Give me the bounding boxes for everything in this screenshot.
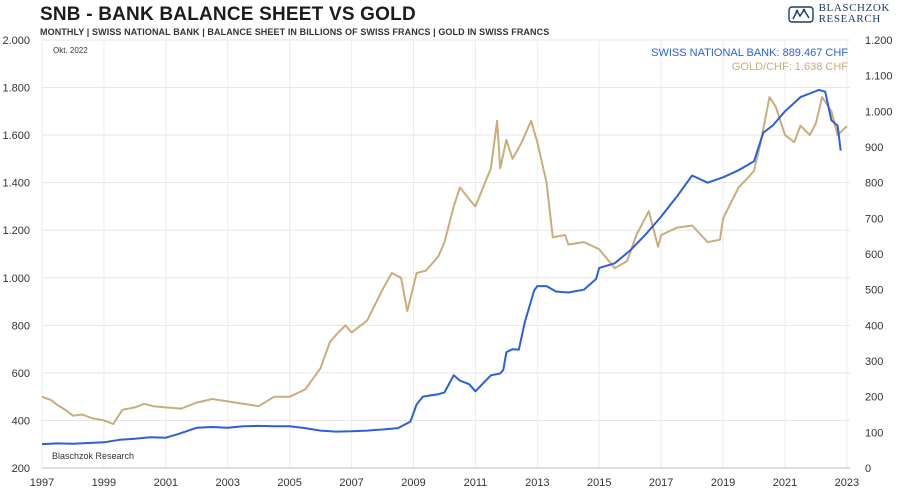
- left-tick-label: 800: [12, 320, 30, 332]
- right-tick-label: 500: [865, 285, 883, 297]
- left-tick-label: 400: [12, 415, 30, 427]
- x-tick-label: 1999: [92, 477, 116, 489]
- logo-line2: RESEARCH: [818, 13, 881, 25]
- x-tick-label: 2007: [339, 477, 363, 489]
- left-tick-label: 1.600: [2, 130, 30, 142]
- right-tick-label: 1.200: [865, 35, 893, 47]
- right-tick-label: 800: [865, 178, 883, 190]
- x-axis-ticks: 1997 1999 2001 2003 2005 2007 2009 2011 2013 2015…: [30, 477, 859, 489]
- legend-gold: GOLD/CHF: 1.638 CHF: [732, 61, 848, 73]
- x-tick-label: 2021: [773, 477, 797, 489]
- left-tick-label: 1.800: [2, 83, 30, 95]
- left-axis-ticks: 200 400 600 800 1.000 1.200 1.400 1.600 1.800 2.0…: [2, 35, 30, 475]
- date-note: Okt. 2022: [53, 46, 88, 55]
- left-tick-label: 2.000: [2, 35, 30, 47]
- right-tick-label: 1.100: [865, 71, 893, 83]
- x-tick-label: 1997: [30, 477, 54, 489]
- x-tick-label: 2019: [711, 477, 735, 489]
- x-tick-label: 2015: [587, 477, 611, 489]
- left-tick-label: 600: [12, 368, 30, 380]
- legend-snb: SWISS NATIONAL BANK: 889.467 CHF: [651, 47, 848, 59]
- bull-bear-logo-icon: [787, 6, 814, 23]
- series-lines: [41, 88, 848, 446]
- x-tick-label: 2001: [154, 477, 178, 489]
- left-tick-label: 1.200: [2, 225, 30, 237]
- chart-title: SNB - BANK BALANCE SHEET VS GOLD: [40, 4, 416, 25]
- right-tick-label: 300: [865, 356, 883, 368]
- x-tick-label: 2009: [401, 477, 425, 489]
- x-tick-label: 2005: [277, 477, 301, 489]
- right-tick-label: 600: [865, 249, 883, 261]
- gridlines: [41, 39, 850, 469]
- x-tick-label: 2023: [835, 477, 859, 489]
- source-label: Blaschzok Research: [52, 451, 134, 461]
- x-tick-label: 2011: [464, 477, 488, 489]
- series-line-gold: [41, 96, 848, 425]
- left-tick-label: 1.400: [2, 178, 30, 190]
- x-tick-label: 2003: [216, 477, 240, 489]
- right-tick-label: 0: [865, 463, 871, 475]
- right-tick-label: 700: [865, 213, 883, 225]
- left-tick-label: 200: [12, 463, 30, 475]
- series-line-snb: [41, 88, 842, 446]
- right-tick-label: 100: [865, 427, 883, 439]
- x-tick-label: 2013: [525, 477, 549, 489]
- right-tick-label: 1.000: [865, 106, 893, 118]
- x-tick-label: 2017: [649, 477, 673, 489]
- left-tick-label: 1.000: [2, 273, 30, 285]
- chart-subtitle: MONTHLY | SWISS NATIONAL BANK | BALANCE …: [40, 27, 550, 37]
- logo-line1: BLASCHZOK: [818, 2, 890, 14]
- brand-logo: BLASCHZOK RESEARCH: [787, 2, 890, 25]
- right-tick-label: 400: [865, 320, 883, 332]
- right-axis-ticks: 0 100 200 300 400 500 600 700 800 900 1.000 1.100 1.…: [865, 35, 893, 475]
- right-tick-label: 900: [865, 142, 883, 154]
- right-tick-label: 200: [865, 392, 883, 404]
